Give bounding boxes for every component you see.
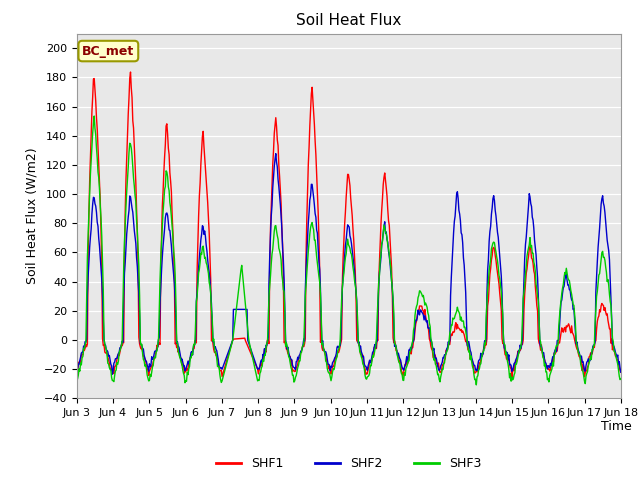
SHF2 (73, 365, 81, 371)
Line: SHF2: SHF2 (77, 154, 621, 374)
Text: BC_met: BC_met (82, 45, 134, 58)
SHF3 (416, 288, 424, 294)
SHF1 (127, 69, 134, 75)
SHF1 (416, 303, 424, 309)
SHF3 (223, 358, 231, 363)
SHF2 (109, 372, 116, 377)
SHF1 (140, 353, 147, 359)
SHF2 (223, 352, 231, 358)
SHF1 (223, 356, 231, 361)
SHF1 (508, 374, 516, 380)
SHF1 (617, 370, 625, 375)
Title: Soil Heat Flux: Soil Heat Flux (296, 13, 401, 28)
SHF1 (195, 213, 202, 219)
SHF1 (83, 344, 90, 349)
SHF3 (90, 113, 98, 119)
SHF1 (73, 368, 81, 374)
SHF2 (140, 346, 147, 352)
SHF3 (73, 378, 81, 384)
SHF2 (417, 307, 424, 313)
SHF3 (472, 382, 480, 388)
SHF2 (83, 336, 90, 342)
Line: SHF1: SHF1 (77, 72, 621, 377)
SHF3 (431, 361, 439, 367)
Y-axis label: Soil Heat Flux (W/m2): Soil Heat Flux (W/m2) (25, 148, 38, 284)
Legend: SHF1, SHF2, SHF3: SHF1, SHF2, SHF3 (211, 452, 486, 475)
Line: SHF3: SHF3 (77, 116, 621, 385)
X-axis label: Time: Time (601, 420, 632, 433)
SHF3 (195, 270, 202, 276)
SHF3 (617, 376, 625, 382)
SHF3 (140, 357, 147, 362)
SHF1 (431, 353, 439, 359)
SHF2 (272, 151, 280, 156)
SHF2 (195, 264, 202, 270)
SHF2 (617, 369, 625, 375)
SHF3 (83, 297, 90, 302)
SHF2 (433, 355, 440, 361)
